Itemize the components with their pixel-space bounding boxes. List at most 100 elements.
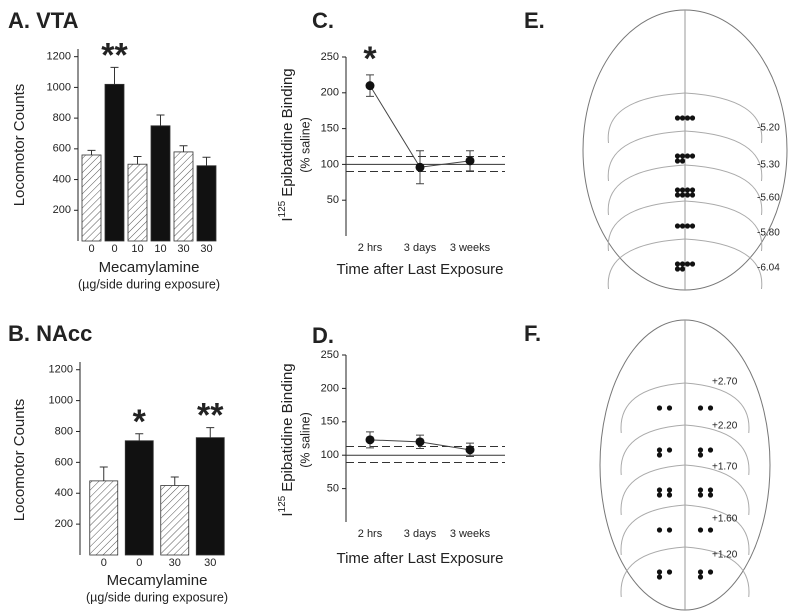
injection-site	[656, 447, 663, 453]
data-point	[415, 162, 425, 172]
injection-site	[689, 187, 696, 193]
y-tick-label: 1200	[49, 364, 73, 376]
y-axis-label: I125 Epibatidine Binding	[277, 363, 296, 516]
panel-title: E.	[524, 8, 545, 33]
injection-site	[674, 192, 681, 198]
y-axis-sublabel: (% saline)	[298, 412, 312, 468]
injection-site	[707, 527, 714, 533]
injection-site	[666, 492, 673, 498]
section-outline	[620, 382, 750, 434]
injection-site	[689, 192, 696, 198]
bar	[160, 485, 190, 556]
y-label-symbol: I	[279, 217, 296, 221]
section-outline	[607, 164, 763, 216]
bar	[173, 151, 194, 242]
injection-site	[656, 569, 663, 575]
bar	[127, 163, 148, 242]
injection-site	[674, 153, 681, 159]
significance: *	[363, 40, 377, 78]
injection-site	[707, 447, 714, 453]
injection-site	[679, 153, 686, 159]
x-tick-label: 0	[101, 557, 107, 569]
injection-site	[674, 158, 681, 164]
bar	[81, 154, 102, 242]
x-tick-label: 2 hrs	[358, 242, 383, 254]
error-bar	[170, 476, 179, 486]
data-point	[365, 81, 375, 91]
error-bar	[87, 149, 96, 155]
injection-site	[684, 223, 691, 229]
injection-site	[697, 452, 704, 458]
injection-site	[679, 223, 686, 229]
injection-site	[674, 223, 681, 229]
y-tick-label: 50	[327, 483, 339, 495]
injection-site	[697, 527, 704, 533]
y-tick-label: 200	[53, 204, 71, 216]
injection-site	[689, 223, 696, 229]
injection-site	[679, 266, 686, 272]
y-axis-label: I125 Epibatidine Binding	[277, 68, 296, 221]
x-axis-label: Time after Last Exposure	[336, 261, 503, 278]
coordinate-label: -5.30	[757, 160, 780, 171]
x-tick-label: 2 hrs	[358, 528, 383, 540]
significance: *	[133, 403, 147, 441]
injection-site	[674, 266, 681, 272]
injection-site	[707, 405, 714, 411]
injection-site	[679, 158, 686, 164]
x-axis-label: Mecamylamine	[99, 259, 200, 276]
error-bar	[156, 114, 165, 126]
x-tick-label: 30	[200, 243, 212, 255]
y-tick-label: 1200	[47, 51, 71, 63]
injection-site	[689, 115, 696, 121]
y-tick-label: 800	[55, 425, 73, 437]
data-point	[415, 437, 425, 447]
bar	[124, 440, 154, 556]
x-tick-label: 0	[111, 243, 117, 255]
x-tick-label: 30	[177, 243, 189, 255]
y-label-superscript: 125	[277, 495, 288, 512]
x-axis-label: Mecamylamine	[107, 572, 208, 589]
error-bar	[110, 66, 119, 85]
x-tick-label: 30	[204, 557, 216, 569]
injection-site	[679, 115, 686, 121]
section-outline	[607, 130, 763, 182]
x-tick-label: 3 weeks	[450, 528, 491, 540]
data-point	[365, 435, 375, 445]
injection-site	[674, 115, 681, 121]
injection-site	[684, 192, 691, 198]
error-bar	[135, 433, 144, 441]
x-tick-label: 30	[169, 557, 181, 569]
injection-site	[674, 187, 681, 193]
bar	[150, 125, 171, 242]
injection-site	[679, 261, 686, 267]
x-axis-label: Time after Last Exposure	[336, 550, 503, 567]
bar	[104, 83, 125, 242]
injection-site	[666, 527, 673, 533]
injection-site	[674, 261, 681, 267]
y-label-superscript: 125	[277, 200, 288, 217]
error-bar	[133, 156, 142, 165]
bar	[89, 480, 119, 556]
injection-site	[707, 492, 714, 498]
bar	[195, 437, 225, 556]
y-tick-label: 100	[321, 158, 339, 170]
significance: **	[197, 397, 224, 435]
injection-site	[656, 487, 663, 493]
injection-site	[697, 447, 704, 453]
x-tick-label: 10	[131, 243, 143, 255]
y-tick-label: 800	[53, 112, 71, 124]
y-tick-label: 1000	[47, 81, 71, 93]
coordinate-label: +2.20	[712, 421, 738, 432]
x-tick-label: 0	[88, 243, 94, 255]
injection-site	[697, 574, 704, 580]
panel-title: A. VTA	[8, 8, 79, 33]
y-tick-label: 250	[321, 51, 339, 63]
panel-title: B. NAcc	[8, 321, 92, 346]
x-tick-label: 10	[154, 243, 166, 255]
coordinate-label: -5.20	[757, 123, 780, 134]
y-tick-label: 600	[53, 143, 71, 155]
y-tick-label: 1000	[49, 395, 73, 407]
y-tick-label: 200	[321, 87, 339, 99]
x-axis-sublabel: (µg/side during exposure)	[78, 277, 220, 291]
injection-site	[666, 447, 673, 453]
